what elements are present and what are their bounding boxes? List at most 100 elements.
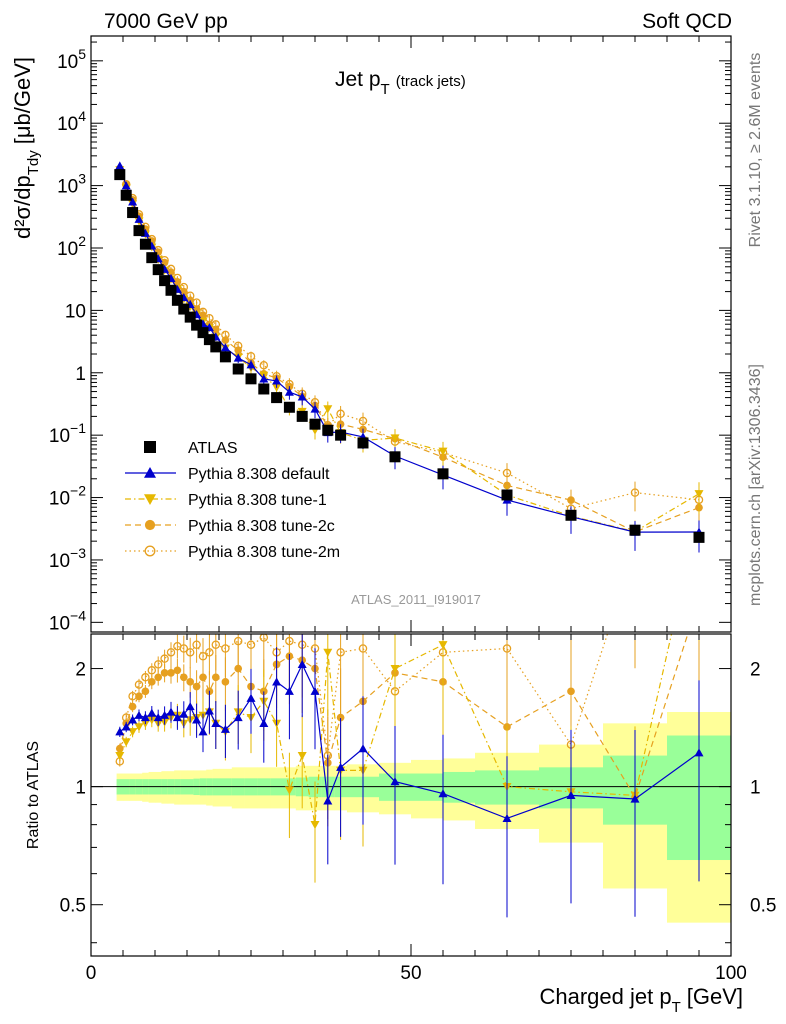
y-axis-label-subscript: Tdy [25, 150, 42, 176]
series-point-ratio-1-8 [166, 707, 176, 716]
series-point-main-1-17 [233, 353, 243, 362]
series-point-ratio-4-5 [147, 666, 157, 675]
series-point-ratio-4-18 [246, 640, 256, 650]
series-point-ratio-1-23 [310, 686, 320, 695]
series-point-ratio-4-25 [336, 648, 345, 657]
series-point-main-3-9 [173, 277, 182, 286]
series-point-main-1-16 [220, 343, 230, 352]
legend-item-1: Pythia 8.308 default [125, 466, 330, 483]
series-point-ratio-2-0 [115, 751, 125, 761]
series-point-ratio-1-5 [147, 708, 157, 717]
series-point-ratio-4-8 [166, 648, 176, 657]
series-point-ratio-3-5 [147, 678, 156, 686]
x-tick-label: 50 [400, 963, 421, 984]
series-point-main-1-1 [121, 181, 131, 190]
y-tick-label-exp: 3 [78, 171, 86, 187]
series-point-ratio-3-3 [135, 692, 143, 701]
series-point-main-1-2 [128, 197, 138, 206]
series-point-ratio-2-3 [134, 723, 144, 732]
y-tick-label: 10−4 [49, 607, 86, 634]
legend-item-3: Pythia 8.308 tune-2c [125, 518, 335, 535]
y-tick-label: 1 [75, 364, 86, 385]
atlas-point-22 [296, 410, 308, 422]
ratio-y-tick-label-right: 1 [750, 778, 761, 799]
y-axis-label-main: d²σ/dp [10, 175, 35, 239]
chart-title-suffix: (track jets) [396, 73, 466, 90]
y-tick-label: 105 [57, 46, 86, 73]
ratio-y-tick-label: 0.5 [60, 896, 86, 917]
mcplots-label: mcplots.cern.ch [arXiv:1306.3436] [747, 364, 764, 606]
series-point-ratio-1-13 [198, 727, 208, 736]
series-point-ratio-1-4 [140, 713, 150, 722]
series-point-main-3-16 [221, 336, 230, 345]
series-point-ratio-1-19 [259, 718, 269, 727]
legend-label-3: Pythia 8.308 tune-2c [188, 518, 335, 535]
y-tick-label-base: 10 [57, 52, 78, 73]
series-point-ratio-3-11 [186, 678, 195, 686]
series-point-ratio-3-9 [173, 666, 182, 675]
series-point-ratio-3-2 [128, 702, 137, 711]
x-axis-label-subscript: T [672, 999, 681, 1016]
x-axis-label-main: Charged jet p [539, 984, 671, 1009]
atlas-point-12 [191, 319, 203, 331]
series-point-ratio-3-17 [234, 664, 243, 673]
atlas-point-5 [146, 252, 158, 264]
y-axis-label-unit: [μb/GeV] [10, 57, 35, 144]
y-tick-label-base: 10 [49, 613, 70, 634]
series-point-ratio-1-32 [694, 748, 704, 757]
atlas-point-32 [693, 531, 705, 543]
legend-marker-2 [144, 494, 156, 505]
atlas-point-7 [159, 275, 171, 287]
legend-label-1: Pythia 8.308 default [188, 466, 330, 483]
main-data [114, 161, 705, 553]
series-point-ratio-3-8 [167, 669, 175, 677]
y-tick-label-base: 10 [57, 114, 78, 135]
series-point-main-1-23 [310, 404, 320, 413]
series-point-ratio-3-30 [567, 687, 575, 696]
series-point-main-1-18 [246, 360, 256, 369]
series-line-ratio-2 [119, 634, 673, 825]
series-point-main-3-13 [199, 311, 207, 320]
atlas-point-18 [245, 373, 257, 385]
y-axis-label: d²σ/dpTdy [μb/GeV] [10, 57, 42, 239]
legend-label-0: ATLAS [188, 440, 238, 457]
series-point-ratio-3-15 [211, 673, 220, 682]
series-point-ratio-4-3 [134, 680, 144, 689]
ratio-y-tick-label: 1 [75, 778, 86, 799]
legend-marker-3 [144, 519, 156, 531]
series-point-ratio-1-1 [121, 722, 131, 731]
legend-item-0: ATLAS [144, 440, 238, 457]
series-point-main-1-20 [272, 376, 282, 385]
series-point-main-1-3 [134, 214, 144, 223]
atlas-point-29 [501, 489, 513, 501]
series-point-ratio-1-7 [160, 710, 170, 719]
series-point-ratio-1-9 [172, 713, 182, 722]
atlas-point-26 [357, 437, 369, 449]
series-point-ratio-1-25 [336, 762, 346, 771]
series-point-main-2-32 [694, 490, 704, 499]
atlas-point-14 [203, 334, 215, 346]
series-point-ratio-1-12 [192, 715, 202, 724]
series-point-main-3-15 [211, 325, 220, 334]
series-point-ratio-4-11 [185, 648, 195, 657]
atlas-point-15 [210, 341, 222, 353]
series-point-ratio-1-20 [272, 677, 282, 686]
series-point-main-3-25 [336, 420, 345, 429]
series-point-main-3-8 [167, 268, 175, 277]
series-main-atlas [114, 169, 705, 543]
series-point-main-3-17 [234, 346, 243, 355]
series-point-ratio-3-25 [336, 713, 345, 722]
series-point-ratio-1-11 [185, 702, 195, 711]
series-point-ratio-1-0 [115, 727, 125, 736]
y-tick-label-exp: −4 [70, 607, 86, 623]
series-point-ratio-1-2 [128, 715, 138, 724]
atlas-point-0 [114, 169, 126, 181]
legend-label-2: Pythia 8.308 tune-1 [188, 492, 327, 509]
ratio-panel: 0 50 100 2 2 1 1 0.5 0.5 [60, 633, 776, 984]
legend-item-4: Pythia 8.308 tune-2m [125, 544, 340, 561]
header-left: 7000 GeV pp [104, 10, 228, 33]
y-tick-label-exp: 4 [78, 108, 86, 124]
y-tick-label-base: 1 [75, 364, 86, 385]
